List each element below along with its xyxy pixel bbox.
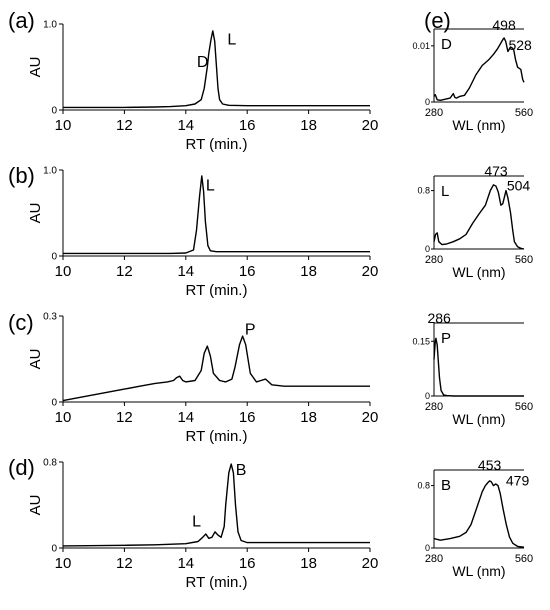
x-tick-label: 18 [300,409,317,426]
chromatogram-trace [63,175,370,255]
y-tick-label: 0 [51,398,57,409]
x-axis-label: WL (nm) [452,264,505,280]
x-tick-label: 280 [425,401,443,413]
y-axis-label: AU [27,495,44,516]
x-axis-label: RT (min.) [186,428,248,445]
y-tick-label: 0 [51,106,57,117]
spectrum-name: P [441,330,451,347]
y-tick-label: 0.01 [412,41,430,51]
x-tick-label: 12 [116,409,133,426]
x-axis-label: WL (nm) [452,563,505,579]
peak-label: B [236,462,247,479]
y-tick-label: 0 [51,544,57,555]
x-tick-label: 14 [177,117,194,134]
y-tick-label: 1.0 [43,20,57,31]
x-axis-label: WL (nm) [452,411,505,427]
x-tick-label: 20 [362,117,379,134]
panel-label: (c) [8,310,34,335]
spectrum-name: L [441,183,449,200]
y-tick-label: 0 [51,252,57,263]
chromatogram-panel-2: (b) 0 1.0 10 12 14 16 18 20 RT (min.) AU L [8,163,378,299]
y-tick-label: 0 [425,543,430,553]
chromatogram-panel-4: (d) 0 0.8 10 12 14 16 18 20 RT (min.) AU L B [8,455,378,591]
x-axis-label: RT (min.) [186,136,248,153]
peak-wavelength-label: 453 [478,457,502,473]
x-tick-label: 560 [515,553,533,565]
x-tick-label: 18 [300,263,317,280]
peak-wavelength-label: 504 [507,178,531,194]
panel-label: (a) [8,8,35,33]
x-tick-label: 560 [515,107,533,119]
x-tick-label: 12 [116,117,133,134]
x-tick-label: 280 [425,107,443,119]
y-tick-label: 0 [425,97,430,107]
x-tick-label: 280 [425,553,443,565]
peak-wavelength-label: 498 [492,17,516,33]
peak-label: L [227,32,236,49]
peak-wavelength-label: 528 [508,37,532,53]
x-tick-label: 16 [239,555,256,572]
y-axis-label: AU [27,203,44,224]
x-tick-label: 20 [362,555,379,572]
spectrum-trace [433,480,525,548]
x-tick-label: 12 [116,263,133,280]
chromatogram-trace [62,335,370,402]
peak-wavelength-label: 479 [506,473,530,489]
x-tick-label: 14 [177,409,194,426]
chromatogram-trace [62,463,370,547]
y-tick-label: 1.0 [43,166,57,177]
y-tick-label: 0.8 [43,458,57,469]
spectrum-trace [433,337,524,397]
x-tick-label: 560 [515,401,533,413]
chromatogram-panel-3: (c) 0 0.3 10 12 14 16 18 20 RT (min.) AU P [8,310,378,445]
peak-wavelength-label: 286 [427,310,451,326]
y-tick-label: 0 [425,244,430,254]
y-tick-label: 0.15 [412,336,430,346]
y-axis-label: AU [27,349,44,370]
y-tick-label: 0.8 [417,481,430,491]
x-tick-label: 18 [300,117,317,134]
chromatogram-trace [63,30,370,109]
x-axis-label: RT (min.) [186,282,248,299]
x-tick-label: 560 [515,254,533,266]
spectrum-name: D [441,36,452,53]
y-tick-label: 0.3 [43,312,57,323]
x-tick-label: 16 [239,117,256,134]
peak-label: L [192,514,201,531]
x-tick-label: 16 [239,409,256,426]
peak-label: L [206,178,215,195]
x-tick-label: 10 [55,263,72,280]
x-tick-label: 18 [300,555,317,572]
x-tick-label: 10 [55,409,72,426]
x-tick-label: 20 [362,263,379,280]
y-tick-label: 0.8 [417,186,430,196]
x-axis-label: WL (nm) [452,117,505,133]
spectrum-trace [433,37,525,101]
spectrum-panel-D: 0 0.01 280 560 WL (nm) D 498 528 [412,17,533,133]
spectrum-panel-P: 0 0.15 280 560 WL (nm) P 286 [412,310,533,427]
peak-wavelength-label: 473 [484,163,508,179]
spectrum-name: B [441,477,451,494]
x-tick-label: 14 [177,263,194,280]
y-tick-label: 0 [425,391,430,401]
x-tick-label: 10 [55,117,72,134]
panel-label: (b) [8,163,35,188]
panel-label: (d) [8,455,35,480]
peak-label: P [245,322,256,339]
y-axis-label: AU [27,57,44,78]
x-tick-label: 10 [55,555,72,572]
x-tick-label: 16 [239,263,256,280]
spectrum-trace [433,184,525,250]
x-tick-label: 20 [362,409,379,426]
x-tick-label: 14 [177,555,194,572]
peak-label: D [197,54,209,71]
x-tick-label: 12 [116,555,133,572]
chromatogram-panel-1: (a) 0 1.0 10 12 14 16 18 20 RT (min.) AU D L [8,8,378,153]
x-axis-label: RT (min.) [186,574,248,591]
x-tick-label: 280 [425,254,443,266]
